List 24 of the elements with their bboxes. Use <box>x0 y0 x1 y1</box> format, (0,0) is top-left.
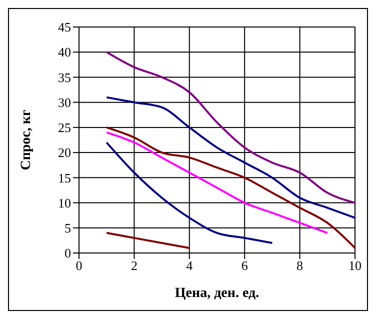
x-tick-label: 8 <box>296 258 304 274</box>
y-tick-label: 30 <box>58 94 71 110</box>
x-tick-label: 0 <box>76 258 82 274</box>
y-tick-label: 5 <box>64 220 71 236</box>
y-tick-label: 10 <box>58 195 71 210</box>
y-tick-label: 25 <box>58 120 71 136</box>
line-series <box>106 142 274 244</box>
line-series <box>106 96 355 219</box>
y-tick-label: 35 <box>58 70 71 85</box>
y-tick-label: 0 <box>64 246 71 261</box>
x-tick-label: 2 <box>130 258 138 274</box>
line-series <box>106 126 355 249</box>
y-tick-label: 40 <box>58 44 71 60</box>
y-tick-label: 20 <box>58 145 71 160</box>
y-tick-label: 45 <box>58 20 71 35</box>
line-series <box>106 232 190 249</box>
x-tick-label: 6 <box>241 258 248 274</box>
x-tick-label: 4 <box>186 258 194 274</box>
y-axis-title: Спрос, кг <box>18 110 34 170</box>
y-tick-label: 15 <box>58 170 71 186</box>
x-axis-title: Цена, ден. ед. <box>174 286 260 301</box>
line-series <box>106 131 328 234</box>
line-series <box>106 51 355 204</box>
x-tick-label: 10 <box>348 258 362 274</box>
